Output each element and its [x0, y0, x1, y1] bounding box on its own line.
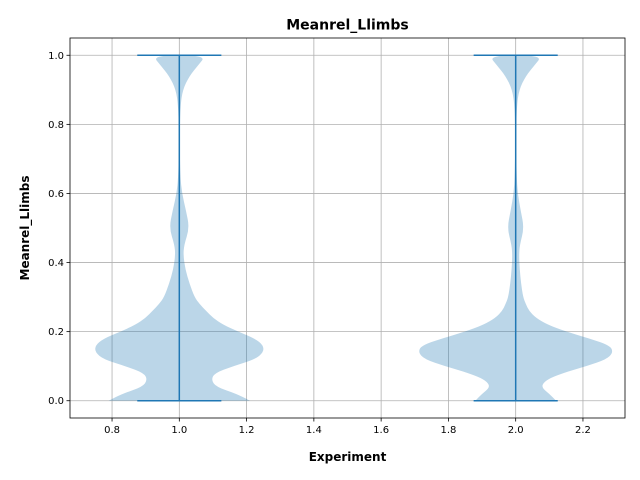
violins [95, 54, 613, 402]
x-tick-label: 2.2 [575, 425, 591, 436]
x-tick-label: 1.2 [239, 425, 255, 436]
x-tick-label: 0.8 [104, 425, 120, 436]
y-tick-label: 0.6 [48, 189, 64, 200]
y-tick-label: 0.2 [48, 327, 64, 338]
y-axis-label: Meanrel_Llimbs [18, 176, 33, 281]
x-tick-label: 1.0 [171, 425, 187, 436]
y-tick-label: 0.4 [48, 258, 64, 269]
plot-frame [69, 37, 626, 419]
y-tick-label: 1.0 [48, 51, 64, 62]
y-tick-label: 0.8 [48, 120, 64, 131]
x-tick-label: 1.4 [306, 425, 322, 436]
x-axis-label: Experiment [309, 450, 387, 464]
x-tick-label: 1.6 [373, 425, 389, 436]
ticks: 0.8 1.0 1.2 1.4 1.6 1.8 2.0 2.2 0.0 0.2 0.4 0.6 0.8 1… [48, 51, 591, 436]
x-tick-label: 1.8 [440, 425, 456, 436]
y-tick-label: 0.0 [48, 396, 64, 407]
x-tick-label: 2.0 [508, 425, 524, 436]
chart-title: Meanrel_Llimbs [286, 18, 409, 34]
